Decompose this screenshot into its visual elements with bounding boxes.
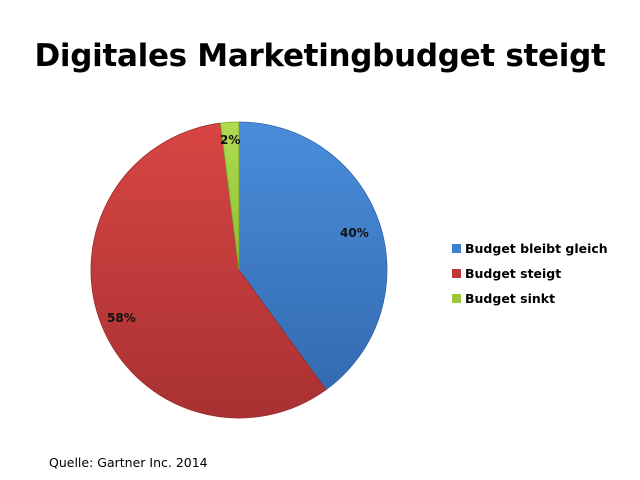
slice-budget-steigt: [90, 122, 327, 419]
slice-label-red: 58%: [107, 311, 136, 325]
legend-label: Budget sinkt: [465, 291, 556, 306]
legend-label: Budget steigt: [465, 266, 562, 281]
legend-label: Budget bleibt gleich: [465, 241, 608, 256]
slice-label-green: 2%: [220, 133, 241, 147]
slice-budget-sinkt: [220, 121, 240, 271]
slice-label-blue: 40%: [340, 226, 369, 240]
chart-title: Digitales Marketingbudget steigt: [34, 38, 606, 74]
legend-item-budget-bleibt-gleich: Budget bleibt gleich: [452, 236, 608, 261]
legend-item-budget-steigt: Budget steigt: [452, 261, 608, 286]
legend: Budget bleibt gleich Budget steigt Budge…: [452, 236, 608, 311]
legend-swatch-green-icon: [452, 294, 461, 303]
legend-swatch-blue-icon: [452, 244, 461, 253]
slice-budget-bleibt-gleich: [238, 121, 388, 391]
source-note: Quelle: Gartner Inc. 2014: [49, 455, 208, 470]
legend-item-budget-sinkt: Budget sinkt: [452, 286, 608, 311]
legend-swatch-red-icon: [452, 269, 461, 278]
